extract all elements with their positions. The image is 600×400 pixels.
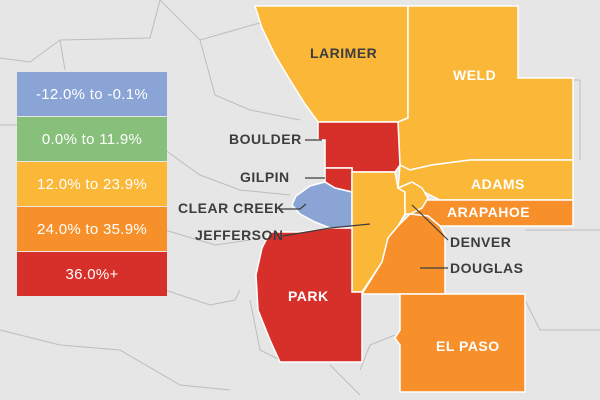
label-weld: WELD [453, 67, 496, 83]
label-adams: ADAMS [471, 176, 525, 192]
legend-item-range-4: 24.0% to 35.9% [17, 207, 167, 251]
leader-line-jefferson [282, 223, 371, 237]
label-denver: DENVER [450, 234, 511, 250]
label-larimer: LARIMER [310, 45, 377, 61]
county-douglas[interactable] [360, 213, 446, 295]
legend-label-range-4: 24.0% to 35.9% [36, 220, 148, 238]
county-denver[interactable] [396, 181, 429, 215]
legend-label-range-1: -12.0% to -0.1% [35, 85, 149, 103]
label-arapahoe: ARAPAHOE [447, 204, 530, 220]
county-clear-creek[interactable] [291, 181, 353, 229]
label-douglas: DOUGLAS [450, 260, 524, 276]
legend-item-range-5: 36.0%+ [17, 252, 167, 296]
label-jefferson: JEFFERSON [195, 227, 284, 243]
legend-label-range-3: 12.0% to 23.9% [36, 175, 148, 193]
legend-item-range-3: 12.0% to 23.9% [17, 162, 167, 206]
label-el-paso: EL PASO [436, 338, 500, 354]
legend-item-range-2: 0.0% to 11.9% [17, 117, 167, 161]
county-boulder[interactable] [317, 121, 401, 173]
county-el-paso[interactable] [394, 293, 526, 393]
label-clear-creek: CLEAR CREEK [178, 200, 285, 216]
label-leader-lines [280, 139, 449, 269]
legend-item-range-1: -12.0% to -0.1% [17, 72, 167, 116]
legend-label-range-2: 0.0% to 11.9% [41, 130, 143, 148]
leader-line-clear-creek [280, 203, 307, 210]
label-boulder: BOULDER [229, 131, 302, 147]
leader-line-denver [411, 204, 449, 241]
legend: -12.0% to -0.1% 0.0% to 11.9% 12.0% to 2… [17, 72, 167, 297]
label-park: PARK [288, 288, 329, 304]
legend-label-range-5: 36.0%+ [65, 265, 119, 283]
label-gilpin: GILPIN [240, 169, 290, 185]
